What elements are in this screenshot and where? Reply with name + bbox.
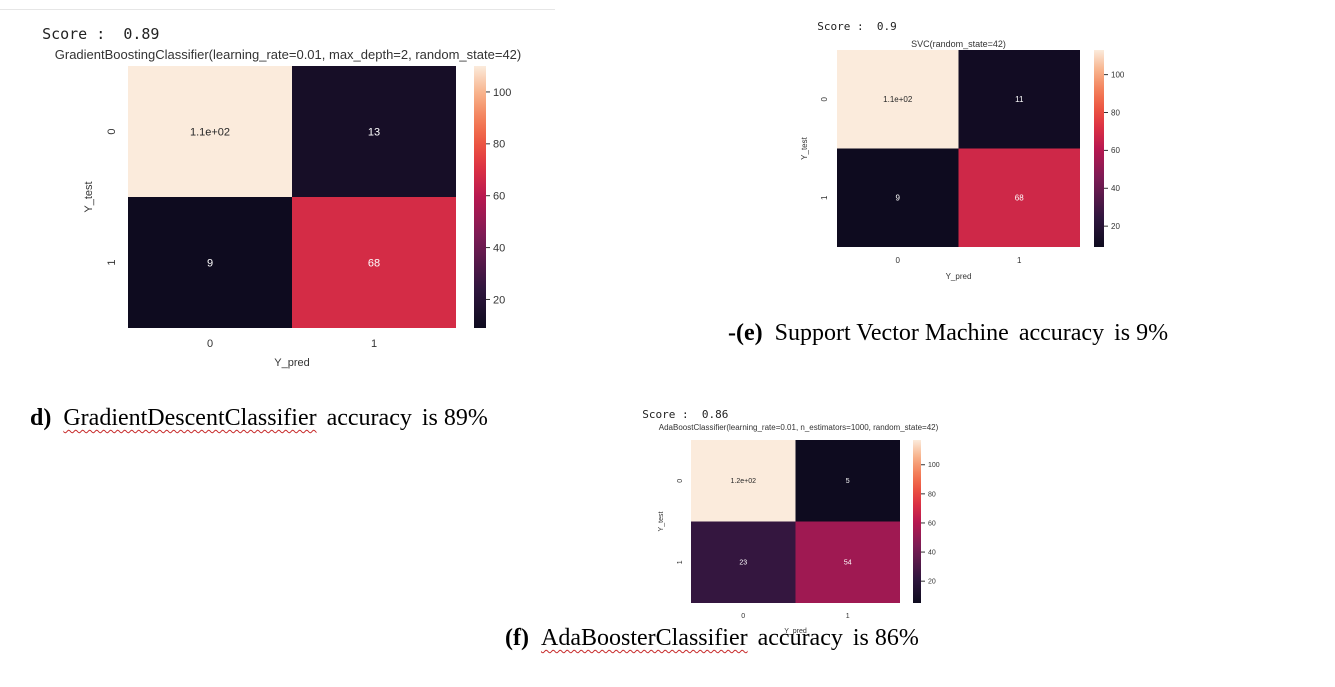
x-tick-label: 0	[741, 613, 745, 620]
caption-mid: accuracy	[326, 405, 412, 431]
caption-prefix: -(e)	[728, 320, 763, 346]
cell-annotation: 1.1e+02	[883, 95, 913, 104]
score-label: Score :	[642, 408, 689, 421]
confusion-matrix-gradient-boosting: GradientBoostingClassifier(learning_rate…	[55, 47, 521, 369]
y-tick-label: 0	[820, 96, 829, 101]
colorbar-tick-label: 80	[1111, 108, 1120, 117]
colorbar-tick-label: 20	[928, 579, 936, 586]
x-tick-label: 1	[371, 338, 377, 350]
cell-annotation: 68	[1015, 194, 1024, 203]
colorbar-tick-label: 100	[928, 462, 940, 469]
caption-tail: is 9%	[1114, 320, 1169, 346]
heatmap-cell	[958, 50, 1080, 149]
heatmap-cell	[128, 66, 292, 197]
caption-model-name: GradientDescentClassifier	[63, 405, 317, 431]
score-readout-svc: Score : 0.9	[804, 7, 897, 33]
cell-annotation: 23	[739, 560, 747, 567]
y-tick-label: 0	[677, 479, 684, 483]
cell-annotation: 1.1e+02	[190, 126, 230, 138]
heatmap-cell	[691, 521, 796, 603]
colorbar-tick-label: 100	[1111, 70, 1125, 79]
cell-annotation: 9	[207, 257, 213, 269]
colorbar-tick-label: 20	[1111, 222, 1120, 231]
caption-svm: -(e) Support Vector Machine accuracy is 9%	[728, 320, 1168, 347]
heatmap-cell	[292, 66, 456, 197]
x-tick-label: 0	[207, 338, 213, 350]
score-value: 0.89	[123, 25, 160, 43]
colorbar	[1094, 50, 1104, 247]
caption-tail: is 86%	[852, 625, 919, 651]
score-value: 0.86	[701, 408, 729, 421]
colorbar-tick-label: 60	[493, 191, 505, 203]
chart-title: AdaBoostClassifier(learning_rate=0.01, n…	[659, 423, 939, 432]
cell-annotation: 68	[368, 257, 380, 269]
heatmap-cell	[691, 440, 796, 522]
caption-mid: accuracy	[757, 625, 843, 651]
y-axis-label: Y_test	[83, 181, 95, 212]
y-tick-label: 1	[820, 195, 829, 200]
cell-annotation: 11	[1015, 95, 1024, 104]
colorbar-tick-label: 20	[493, 294, 505, 306]
heatmap-cell	[292, 197, 456, 328]
cell-annotation: 54	[844, 560, 852, 567]
caption-mid: accuracy	[1018, 320, 1105, 346]
x-axis-label: Y_pred	[946, 272, 972, 281]
score-label: Score :	[817, 20, 864, 33]
heatmap-cell	[837, 148, 959, 247]
heatmap-cell	[128, 197, 292, 328]
colorbar	[913, 440, 921, 603]
cell-annotation: 5	[846, 478, 850, 485]
score-readout-ada: Score : 0.86	[629, 395, 728, 421]
colorbar-tick-label: 80	[928, 491, 936, 498]
caption-model-name: AdaBoosterClassifier	[540, 625, 748, 651]
colorbar	[474, 66, 486, 328]
cell-annotation: 1.2e+02	[731, 478, 757, 485]
heatmap-cell	[795, 521, 900, 603]
x-tick-label: 0	[896, 256, 901, 265]
caption-tail: is 89%	[421, 405, 488, 431]
chart-title: GradientBoostingClassifier(learning_rate…	[55, 47, 521, 62]
x-axis-label: Y_pred	[784, 628, 807, 635]
chart-title: SVC(random_state=42)	[911, 39, 1006, 49]
caption-model-name: Support Vector Machine	[774, 320, 1009, 346]
cell-annotation: 9	[896, 194, 901, 203]
colorbar-tick-label: 40	[493, 242, 505, 254]
colorbar-tick-label: 80	[493, 139, 505, 151]
heatmap-cell	[795, 440, 900, 522]
colorbar-tick-label: 40	[928, 550, 936, 557]
y-tick-label: 1	[677, 560, 684, 564]
colorbar-tick-label: 40	[1111, 184, 1120, 193]
confusion-matrix-adaboost: AdaBoostClassifier(learning_rate=0.01, n…	[658, 423, 940, 635]
score-readout-gb: Score : 0.89	[24, 7, 159, 43]
y-tick-label: 0	[106, 128, 118, 134]
colorbar-tick-label: 100	[493, 87, 511, 99]
colorbar-tick-label: 60	[1111, 146, 1120, 155]
confusion-matrix-svc: SVC(random_state=42) 1.1e+02 11 9 68 0 1 0 1 Y_pr…	[800, 39, 1125, 281]
cell-annotation: 13	[368, 126, 380, 138]
score-label: Score :	[42, 25, 106, 43]
y-tick-label: 1	[106, 259, 118, 265]
caption-gradient: d) GradientDescentClassifier accuracy is 8…	[30, 405, 488, 432]
colorbar-tick-label: 60	[928, 520, 936, 527]
x-tick-label: 1	[1017, 256, 1022, 265]
caption-prefix: d)	[30, 405, 52, 431]
score-value: 0.9	[876, 20, 897, 33]
caption-ada: (f) AdaBoosterClassifier accuracy is 86%	[505, 625, 919, 652]
heatmap-cell	[958, 148, 1080, 247]
y-axis-label: Y_test	[658, 512, 665, 532]
score-divider	[0, 9, 555, 10]
y-axis-label: Y_test	[800, 136, 809, 159]
x-axis-label: Y_pred	[274, 357, 309, 369]
x-tick-label: 1	[846, 613, 850, 620]
caption-prefix: (f)	[505, 625, 529, 651]
heatmap-cell	[837, 50, 959, 149]
